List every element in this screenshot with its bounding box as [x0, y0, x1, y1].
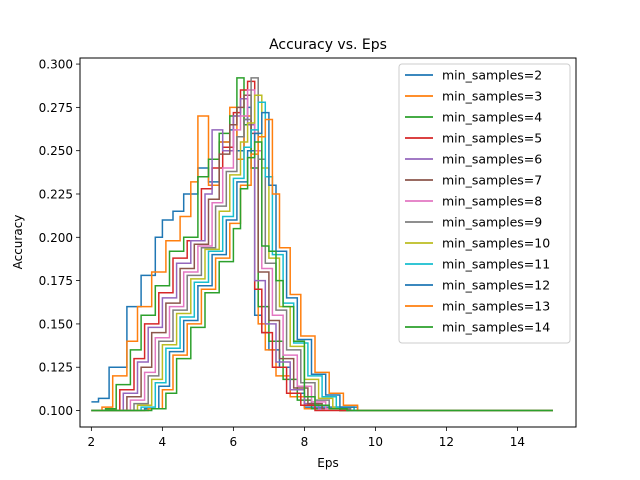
y-axis-label: Accuracy: [11, 215, 25, 270]
legend-label: min_samples=4: [442, 110, 542, 125]
y-tick-label: 0.300: [39, 58, 73, 72]
legend-label: min_samples=12: [442, 278, 550, 293]
series-line-5: [91, 80, 553, 412]
legend-label: min_samples=2: [442, 68, 542, 83]
x-axis: 2 4 6 8 10 12 14: [88, 427, 525, 449]
plot-frame: [79, 57, 577, 428]
series-line-9: [91, 77, 553, 412]
x-tick-label: 10: [368, 435, 383, 449]
y-tick-label: 0.175: [39, 274, 73, 288]
series-line-10: [91, 94, 553, 412]
x-tick-label: 14: [510, 435, 525, 449]
x-tick-label: 4: [159, 435, 167, 449]
y-axis: 0.100 0.125 0.150 0.175 0.200 0.225 0.250 0.275…: [39, 58, 80, 418]
series-line-8: [91, 89, 553, 412]
legend-label: min_samples=5: [442, 131, 542, 146]
legend-box: [398, 63, 571, 344]
series-line-14: [91, 141, 553, 412]
legend-label: min_samples=6: [442, 152, 542, 167]
legend-label: min_samples=3: [442, 89, 542, 104]
legend-label: min_samples=13: [442, 299, 550, 314]
series-line-11: [91, 101, 553, 412]
series-line-4: [91, 77, 553, 412]
y-tick-label: 0.250: [39, 144, 73, 158]
legend-label: min_samples=10: [442, 236, 550, 251]
legend-label: min_samples=8: [442, 194, 542, 209]
x-tick-label: 2: [88, 435, 96, 449]
x-tick-label: 12: [439, 435, 454, 449]
legend-label: min_samples=11: [442, 257, 550, 272]
legend-label: min_samples=9: [442, 215, 542, 230]
y-tick-label: 0.225: [39, 187, 73, 201]
x-tick-label: 6: [230, 435, 238, 449]
x-axis-label: Eps: [317, 456, 338, 470]
legend: min_samples=2 min_samples=3 min_samples=4m…: [398, 63, 571, 344]
y-tick-label: 0.125: [39, 361, 73, 375]
y-tick-label: 0.150: [39, 317, 73, 331]
y-tick-label: 0.275: [39, 101, 73, 115]
y-tick-label: 0.100: [39, 404, 73, 418]
legend-label: min_samples=14: [442, 320, 550, 335]
chart-title: Accuracy vs. Eps: [269, 37, 387, 53]
x-tick-label: 8: [301, 435, 309, 449]
series-line-13: [91, 118, 553, 412]
legend-label: min_samples=7: [442, 173, 542, 188]
y-tick-label: 0.200: [39, 231, 73, 245]
series-line-7: [91, 94, 553, 412]
plot-area: [91, 77, 553, 412]
